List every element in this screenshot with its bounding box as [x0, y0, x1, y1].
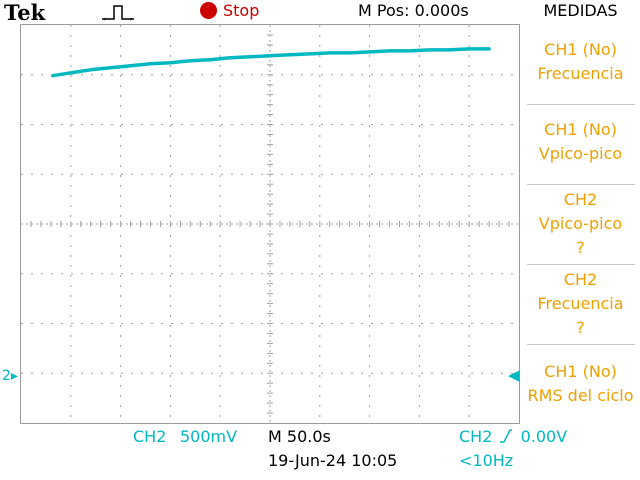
ch2-ground-marker: 2▸ [2, 367, 18, 385]
waveform-plot [21, 25, 519, 423]
menu-button-2[interactable]: CH1 (No) Vpico-pico [521, 118, 640, 166]
status-label: Stop [223, 1, 260, 20]
rising-edge-icon [500, 429, 513, 443]
menu-divider [527, 344, 635, 345]
ch2-trace [51, 47, 491, 78]
ch2-ground-label: 2 [2, 368, 11, 384]
acquisition-status: Stop [200, 1, 259, 21]
menu-button-2-line1: CH1 (No) [544, 120, 617, 139]
timebase-readout: M 50.0s [268, 427, 331, 446]
trigger-frequency: <10Hz [459, 451, 514, 470]
trigger-level: 0.00V [520, 427, 568, 446]
horizontal-position-readout: M Pos: 0.000s [358, 1, 469, 20]
menu-divider [527, 184, 635, 185]
trigger-source: CH2 [459, 427, 493, 446]
menu-divider [527, 264, 635, 265]
ch2-scale: 500mV [180, 427, 238, 446]
menu-button-3[interactable]: CH2 Vpico-pico ? [521, 188, 640, 260]
menu-button-5-line1: CH1 (No) [544, 362, 617, 381]
waveform-display [20, 24, 520, 424]
menu-button-5-line2: RMS del ciclo [527, 386, 634, 405]
menu-button-4[interactable]: CH2 Frecuencia ? [521, 268, 640, 340]
menu-button-3-line2: Vpico-pico [538, 214, 623, 233]
menu-button-1[interactable]: CH1 (No) Frecuencia [521, 38, 640, 86]
trigger-level-marker-icon: ◀ [508, 366, 520, 384]
menu-button-1-line2: Frecuencia [537, 64, 624, 83]
menu-title: MEDIDAS [543, 1, 618, 20]
right-arrow-icon: ▸ [10, 368, 18, 384]
menu-button-4-line2: Frecuencia [537, 294, 624, 313]
menu-button-3-line1: CH2 [563, 190, 598, 209]
menu-button-3-line3: ? [576, 238, 585, 257]
trigger-readout: CH2 0.00V [459, 427, 567, 447]
measurements-menu: CH1 (No) Frecuencia CH1 (No) Vpico-pico … [521, 24, 640, 424]
menu-divider [527, 104, 635, 105]
date-time: 19-Jun-24 10:05 [268, 451, 398, 470]
menu-button-5[interactable]: CH1 (No) RMS del ciclo [521, 360, 640, 408]
pulse-trigger-icon [102, 5, 134, 21]
ch2-label: CH2 [133, 427, 167, 446]
menu-button-4-line1: CH2 [563, 270, 598, 289]
menu-button-1-line1: CH1 (No) [544, 40, 617, 59]
menu-button-4-line3: ? [576, 318, 585, 337]
stop-indicator-icon [200, 2, 217, 19]
brand-logo: Tek [4, 0, 46, 25]
menu-button-2-line2: Vpico-pico [538, 144, 623, 163]
